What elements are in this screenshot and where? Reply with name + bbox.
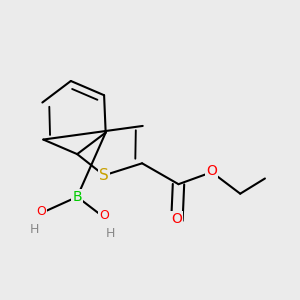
Text: O: O [99,209,109,222]
Text: H: H [106,227,115,240]
Text: H: H [30,223,39,236]
Text: O: O [172,212,182,226]
Text: O: O [36,205,46,218]
Text: O: O [206,164,217,178]
Text: S: S [99,168,109,183]
Text: B: B [72,190,82,204]
